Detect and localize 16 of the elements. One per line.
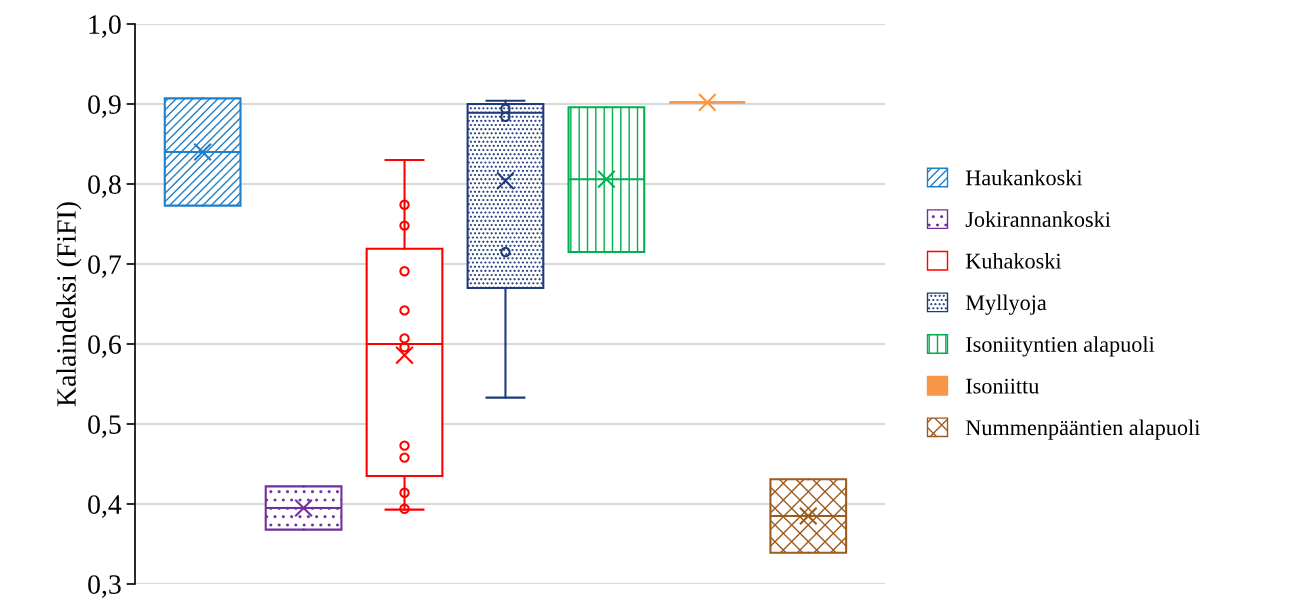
y-tick-label: 0,7 [88,255,122,278]
legend-label: Kuhakoski [965,252,1062,269]
y-tick-label: 0,4 [88,495,122,518]
legend-label: Isoniityntien alapuoli [966,336,1155,357]
y-tick-label: 0,9 [88,95,121,118]
legend-label: Myllyoja [965,294,1047,315]
legend-label: Haukankoski [965,169,1083,186]
y-tick-label: 0,6 [88,335,121,358]
legend-label: Isoniittu [966,378,1039,394]
y-tick-label: 0,8 [88,175,121,198]
legend-label: Nummenpääntien alapuoli [965,419,1200,440]
y-tick-label: 0,3 [88,575,121,598]
legend-label: Jokirannankoski [965,211,1111,227]
y-axis-title: Kalaindeksi (FiFI) [56,202,82,407]
y-tick-label: 0,5 [88,415,121,438]
y-tick-label: 1,0 [89,15,121,38]
